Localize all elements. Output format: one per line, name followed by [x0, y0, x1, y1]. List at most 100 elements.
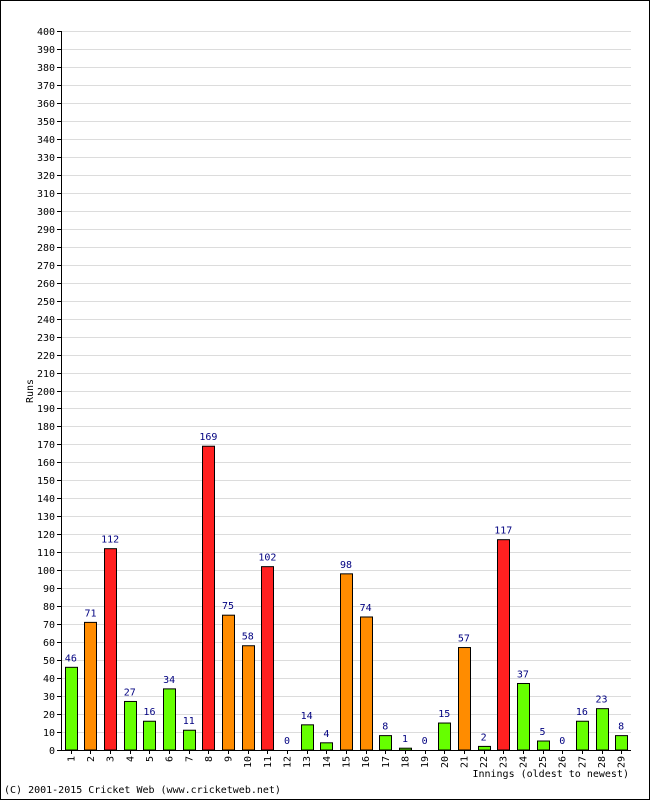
bar	[497, 539, 510, 751]
bar	[360, 616, 373, 751]
y-tick-label: 60	[43, 638, 55, 649]
y-tick-label: 290	[37, 225, 55, 236]
x-tick-label: 11	[263, 756, 274, 768]
y-tick-label: 110	[37, 548, 55, 559]
y-tick-label: 0	[49, 746, 55, 757]
y-tick-label: 340	[37, 135, 55, 146]
data-label: 58	[242, 632, 254, 643]
y-tick-label: 30	[43, 692, 55, 703]
bar	[615, 735, 628, 751]
bar	[65, 666, 78, 751]
bar	[576, 720, 589, 751]
x-tick-label: 12	[283, 756, 294, 768]
data-label: 11	[183, 716, 195, 727]
y-tick-label: 210	[37, 369, 55, 380]
x-tick-label: 16	[361, 756, 372, 768]
bar	[301, 724, 314, 751]
x-tick-label: 22	[479, 756, 490, 768]
x-tick-label: 29	[617, 756, 628, 768]
y-tick-label: 350	[37, 117, 55, 128]
y-tick-label: 100	[37, 566, 55, 577]
x-axis-title: Innings (oldest to newest)	[472, 769, 629, 780]
y-axis-title: Runs	[25, 379, 36, 403]
y-tick-label: 90	[43, 584, 55, 595]
y-tick-label: 390	[37, 45, 55, 56]
x-tick-label: 5	[145, 756, 156, 762]
x-tick-label: 17	[381, 756, 392, 768]
data-label: 0	[284, 736, 290, 747]
x-tick-label: 2	[86, 756, 97, 762]
x-tick-label: 3	[106, 756, 117, 762]
x-tick-label: 19	[420, 756, 431, 768]
y-tick-label: 50	[43, 656, 55, 667]
bar	[222, 614, 235, 751]
y-tick-label: 130	[37, 512, 55, 523]
x-tick-label: 9	[224, 756, 235, 762]
x-tick-label: 4	[125, 756, 136, 762]
x-tick-label: 6	[165, 756, 176, 762]
y-tick-label: 360	[37, 99, 55, 110]
data-label: 169	[199, 432, 217, 443]
y-tick-label: 190	[37, 404, 55, 415]
data-label: 102	[258, 553, 276, 564]
y-tick-label: 310	[37, 189, 55, 200]
x-tick-label: 14	[322, 756, 333, 768]
data-label: 15	[438, 709, 450, 720]
data-label: 14	[301, 711, 313, 722]
y-tick-label: 250	[37, 297, 55, 308]
y-tick-label: 150	[37, 476, 55, 487]
data-label: 37	[517, 669, 529, 680]
y-tick-label: 240	[37, 315, 55, 326]
bar	[399, 747, 412, 751]
x-tick-label: 25	[538, 756, 549, 768]
bar	[202, 445, 215, 751]
data-label: 34	[163, 675, 175, 686]
y-tick-label: 170	[37, 440, 55, 451]
y-tick-label: 380	[37, 63, 55, 74]
y-tick-label: 400	[37, 27, 55, 38]
bar	[438, 722, 451, 751]
x-tick-label: 23	[499, 756, 510, 768]
y-axis-ticks: 0 10 20 30 40 50 60 70 80 90 100 110 120 130 140 150 160…	[37, 27, 61, 757]
x-tick-label: 20	[440, 756, 451, 768]
data-label: 74	[360, 603, 372, 614]
bar	[596, 708, 609, 751]
x-tick-label: 28	[597, 756, 608, 768]
y-tick-label: 320	[37, 171, 55, 182]
bar	[340, 573, 353, 751]
x-tick-label: 26	[558, 756, 569, 768]
bar	[84, 621, 97, 751]
x-tick-label: 1	[66, 756, 77, 762]
y-tick-label: 10	[43, 728, 55, 739]
y-tick-label: 20	[43, 710, 55, 721]
bar	[379, 735, 392, 751]
data-label: 8	[618, 722, 624, 733]
data-label: 0	[422, 736, 428, 747]
data-label: 27	[124, 687, 136, 698]
y-tick-label: 80	[43, 602, 55, 613]
y-tick-label: 40	[43, 674, 55, 685]
bar	[104, 548, 117, 751]
bar	[183, 729, 196, 751]
data-label: 2	[481, 732, 487, 743]
data-label: 117	[494, 526, 512, 537]
data-label: 16	[143, 707, 155, 718]
y-tick-label: 160	[37, 458, 55, 469]
data-label: 16	[576, 707, 588, 718]
y-tick-label: 300	[37, 207, 55, 218]
data-label: 98	[340, 560, 352, 571]
bar	[320, 742, 333, 751]
y-tick-label: 370	[37, 81, 55, 92]
bar	[478, 745, 491, 751]
bar	[261, 566, 274, 751]
x-tick-label: 13	[302, 756, 313, 768]
y-tick-label: 180	[37, 422, 55, 433]
x-tick-label: 15	[342, 756, 353, 768]
x-tick-label: 7	[184, 756, 195, 762]
data-label: 75	[222, 601, 234, 612]
x-tick-label: 24	[518, 756, 529, 768]
y-tick-label: 330	[37, 153, 55, 164]
x-axis-ticks: 1 2 3 4 5 6 7 8 9 10 11 12 13 14 15 16 17 18 19 20 21 22 23 24 2…	[66, 750, 628, 768]
